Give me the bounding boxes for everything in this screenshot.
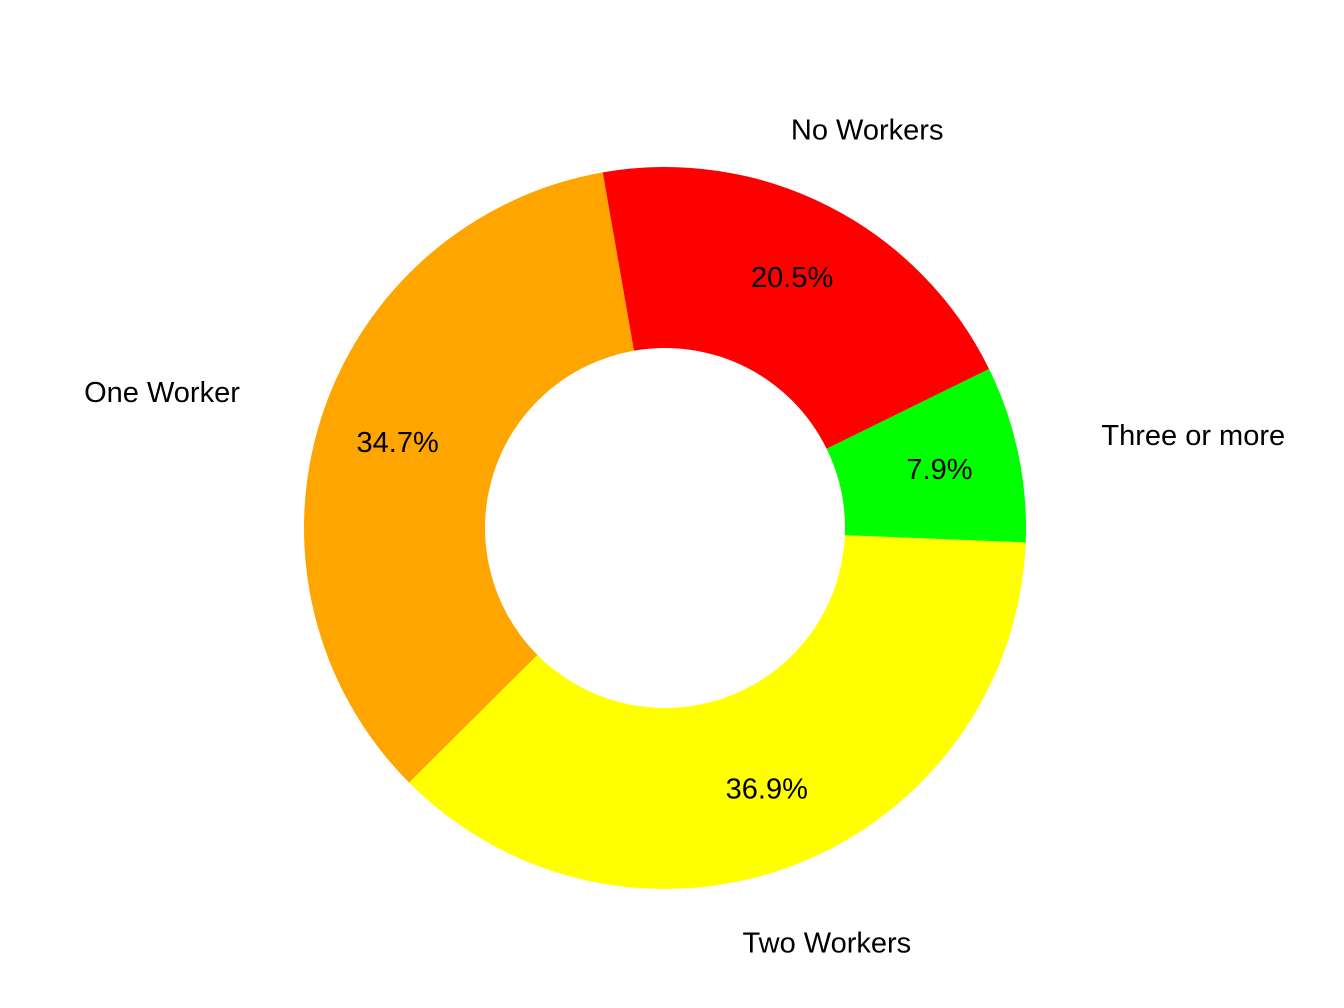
category-label-one-worker: One Worker bbox=[84, 377, 240, 409]
pct-label-no-workers: 20.5% bbox=[751, 262, 833, 294]
pct-label-one-worker: 34.7% bbox=[357, 427, 439, 459]
pct-label-two-workers: 36.9% bbox=[726, 773, 808, 805]
slice-one-worker bbox=[304, 172, 634, 783]
category-labels: Three or more No Workers One Worker Two Wor… bbox=[84, 114, 1285, 959]
slice-two-workers bbox=[409, 535, 1026, 889]
category-label-two-workers: Two Workers bbox=[743, 928, 912, 960]
category-label-three-or-more: Three or more bbox=[1101, 420, 1285, 452]
category-label-no-workers: No Workers bbox=[791, 114, 944, 146]
percent-labels: 7.9% 20.5% 34.7% 36.9% bbox=[357, 262, 973, 805]
donut-slices bbox=[304, 167, 1026, 889]
slice-no-workers bbox=[602, 167, 990, 449]
slice-three-or-more bbox=[826, 368, 1026, 543]
pct-label-three-or-more: 7.9% bbox=[906, 454, 972, 486]
